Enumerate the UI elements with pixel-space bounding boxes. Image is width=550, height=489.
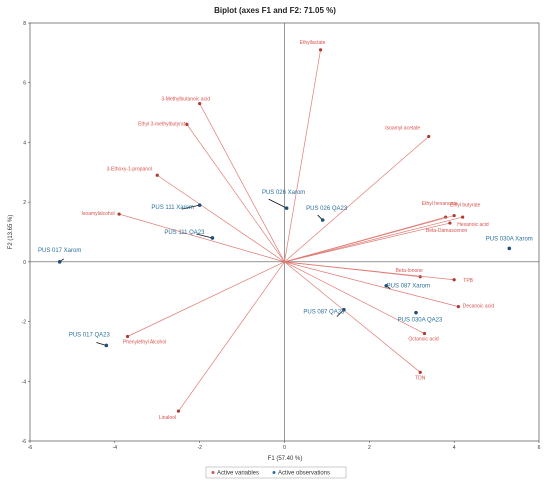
observation-label: PUS 030A QA23 <box>398 318 443 324</box>
variable-label: Isoamyl acetate <box>385 125 420 131</box>
x-tick-label: 6 <box>538 445 541 451</box>
x-tick-label: 0 <box>283 445 286 451</box>
variable-label: Ethyl 3-methylbutyrate <box>138 122 188 128</box>
variable-vector <box>284 261 425 334</box>
legend-marker-observations <box>272 471 276 474</box>
variable-label: Beta-Damascenon <box>426 228 468 234</box>
legend-label-observations: Active observations <box>278 471 330 477</box>
variable-label: Ethyl butyrate <box>450 203 481 209</box>
variable-vector <box>284 222 451 263</box>
x-axis-label: F1 (57.40 %) <box>268 456 303 462</box>
variable-point <box>456 305 461 309</box>
variable-vector <box>157 174 285 263</box>
variable-vector <box>284 215 455 263</box>
variable-point <box>427 134 431 139</box>
legend-marker-variables <box>211 471 215 474</box>
x-tick-label: -6 <box>28 445 33 451</box>
y-tick-label: 0 <box>23 260 26 266</box>
variable-vector <box>284 216 463 263</box>
variable-point <box>452 213 456 218</box>
variable-vector <box>186 124 285 263</box>
observation-leader-line <box>181 204 200 210</box>
x-tick-label: 2 <box>368 445 371 451</box>
observation-label: PUS 017 QA23 <box>69 332 111 338</box>
variable-vectors-layer: Ethyllactate 3-Methylbutanoic acid Ethyl 3… <box>82 40 495 421</box>
observation-label: PUS 026 Xarom <box>262 190 305 196</box>
variable-point <box>418 275 422 279</box>
variable-label: 3-Methylbutanoic acid <box>161 97 210 103</box>
variable-point <box>198 102 202 106</box>
variable-vector <box>284 49 321 262</box>
variable-label: Octanoic acid <box>408 337 439 343</box>
variable-point <box>452 278 456 282</box>
y-tick-label: 4 <box>23 140 26 146</box>
observation-label: PUS 017 Xarom <box>38 248 81 254</box>
x-tick-label: 4 <box>453 445 456 451</box>
y-tick-label: -6 <box>22 439 27 445</box>
variable-point <box>185 122 189 127</box>
observation-point <box>320 218 325 222</box>
variable-label: Hexanoic acid <box>457 222 489 228</box>
variable-point <box>448 221 452 225</box>
variable-label: Ethyl hexanoate <box>422 201 458 207</box>
observation-leader-line <box>268 198 287 209</box>
y-tick-label: 8 <box>23 21 26 27</box>
variable-vector <box>178 261 285 412</box>
observation-label: PUS 111 Xarom <box>151 205 193 211</box>
x-tick-label: -4 <box>113 445 118 451</box>
variable-vector <box>199 103 285 263</box>
observation-label: PUS 087 Xarom <box>387 284 430 290</box>
chart-title: Biplot (axes F1 and F2: 71.05 %) <box>214 6 336 15</box>
variable-vector <box>284 261 421 373</box>
observation-point <box>414 310 418 315</box>
variable-point <box>117 212 121 216</box>
y-tick-label: -2 <box>22 320 27 326</box>
legend-label-variables: Active variables <box>217 471 259 477</box>
variable-point <box>461 215 465 219</box>
variable-label: Decanoic acid <box>463 304 495 310</box>
legend: Active variables Active observations <box>205 466 347 479</box>
y-axis-label: F2 (13.65 %) <box>8 215 14 250</box>
variable-vector <box>284 261 459 307</box>
observation-point <box>210 236 215 240</box>
axes-layer: -6 -4 -2 0 2 4 6 -6 -4 -2 0 2 4 6 8 <box>22 21 541 451</box>
variable-point <box>125 334 130 339</box>
observation-label: PUS 026 QA23 <box>306 206 348 212</box>
observation-point <box>104 343 109 348</box>
variable-label: Phenylethyl Alcohol <box>123 340 166 346</box>
observations-layer: PUS 026 Xarom PUS 026 QA23 PUS 111 Xarom PU… <box>38 190 533 348</box>
y-tick-label: 6 <box>23 81 26 87</box>
variable-label: TDN <box>415 375 426 381</box>
variable-vector <box>118 213 285 263</box>
observation-point <box>57 260 62 264</box>
variable-point <box>418 370 422 374</box>
observation-point <box>342 307 346 312</box>
variable-point <box>155 173 159 177</box>
observation-label: PUS 030A Xarom <box>486 236 533 242</box>
observation-point <box>507 246 512 251</box>
observation-leader-line <box>196 233 213 239</box>
legend-box <box>205 466 347 479</box>
y-tick-label: -4 <box>22 379 27 385</box>
observation-point <box>197 203 202 207</box>
variable-vector <box>284 261 455 281</box>
observation-point <box>384 283 389 288</box>
variable-vector <box>284 136 429 263</box>
variable-point <box>422 331 427 336</box>
variable-label: TPB <box>463 278 473 284</box>
variable-vector <box>127 261 285 337</box>
variable-point <box>318 48 323 52</box>
variable-label: 3-Ethoxy-1-propanol <box>107 166 152 172</box>
observation-label: PUS 087 QA23 <box>303 310 345 316</box>
variable-point <box>176 409 181 413</box>
observation-label: PUS 111 QA23 <box>164 230 205 236</box>
variable-label: Beta-Ionone <box>396 268 423 274</box>
y-tick-label: 2 <box>23 200 26 206</box>
variable-label: Ethyllactate <box>300 40 326 46</box>
x-tick-label: -2 <box>197 445 202 451</box>
observation-point <box>284 206 289 210</box>
variable-label: Linalool <box>159 415 176 421</box>
variable-label: Isoamylalcohol <box>82 211 115 217</box>
